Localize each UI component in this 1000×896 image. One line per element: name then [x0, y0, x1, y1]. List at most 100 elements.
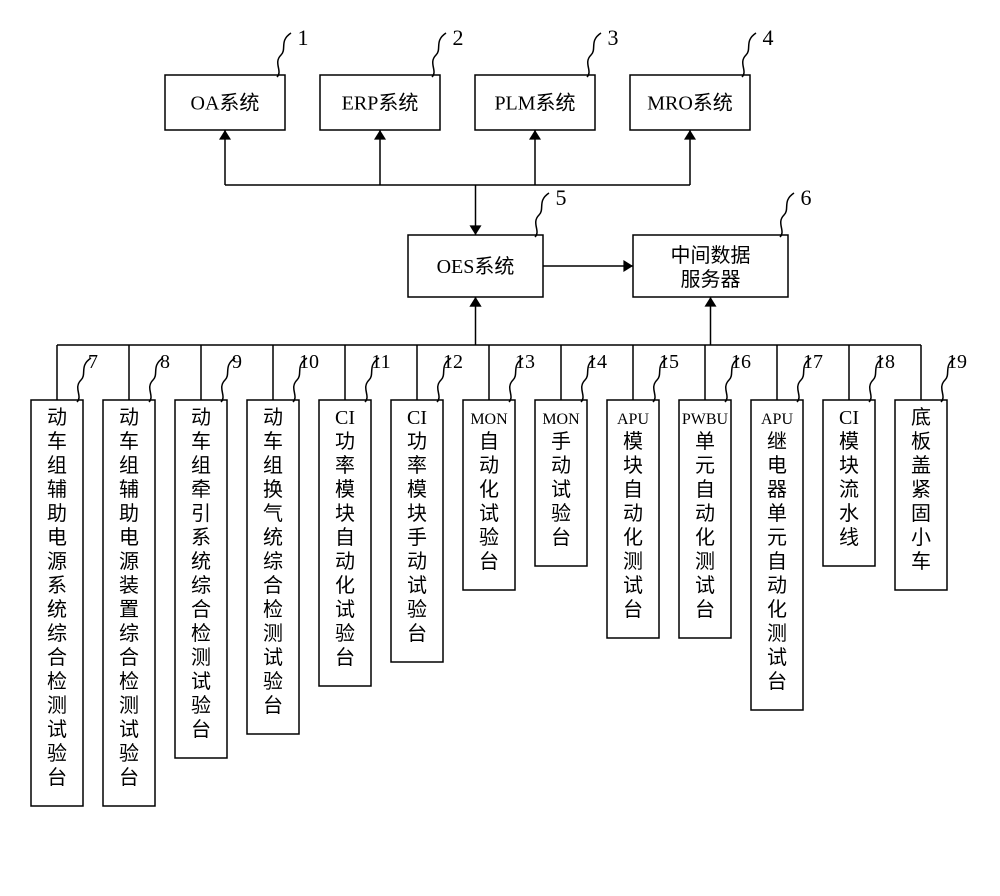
callout-4: [742, 33, 756, 77]
bottom-box-16-char-5: 化: [695, 526, 715, 549]
callout-num-9: 9: [232, 351, 242, 373]
bottom-box-8-char-2: 组: [119, 454, 139, 477]
mid-box-label-6-l2: 服务器: [681, 268, 741, 291]
bottom-box-9-char-0: 动: [191, 406, 211, 429]
bottom-box-8-char-12: 测: [119, 694, 139, 717]
bottom-box-7-char-14: 验: [47, 742, 67, 765]
bottom-box-19-char-2: 盖: [911, 454, 931, 477]
bottom-box-17-char-5: 元: [767, 527, 787, 549]
bottom-box-15-char-8: 台: [623, 598, 643, 621]
bottom-box-11-char-9: 验: [335, 622, 355, 645]
bottom-box-11-char-3: 模: [335, 478, 355, 501]
bottom-box-12-char-0: CI: [407, 407, 427, 429]
bottom-box-13-char-3: 化: [479, 478, 499, 501]
bottom-box-11-char-2: 率: [335, 454, 355, 477]
callout-num-14: 14: [587, 351, 607, 373]
bottom-box-18-char-2: 块: [839, 454, 859, 477]
bottom-box-9-char-7: 综: [191, 574, 211, 597]
bottom-box-16-char-8: 台: [695, 598, 715, 621]
bottom-box-18-char-0: CI: [839, 407, 859, 429]
bottom-box-10-char-0: 动: [263, 406, 283, 429]
bottom-box-14-char-4: 验: [551, 502, 571, 525]
bottom-box-10-char-4: 气: [263, 502, 283, 525]
bottom-box-14-char-2: 动: [551, 454, 571, 477]
bottom-box-7-char-1: 车: [47, 430, 67, 453]
bottom-box-11-char-0: CI: [335, 407, 355, 429]
bottom-box-10-char-1: 车: [263, 430, 283, 453]
bottom-box-15-char-1: 模: [623, 430, 643, 453]
callout-num-3: 3: [608, 25, 619, 50]
bottom-box-8-char-8: 置: [119, 599, 139, 621]
bottom-box-10-char-7: 合: [263, 574, 283, 597]
callout-num-1: 1: [298, 25, 309, 50]
bottom-box-7-char-8: 统: [47, 598, 67, 621]
bottom-box-15-char-0: APU: [617, 411, 649, 428]
bottom-box-11-char-6: 动: [335, 550, 355, 573]
bottom-box-8-char-10: 合: [119, 646, 139, 669]
bottom-box-12-char-4: 块: [407, 502, 427, 525]
bottom-box-16-char-0: PWBU: [682, 411, 729, 428]
callout-num-17: 17: [803, 351, 823, 373]
bottom-box-9-char-13: 台: [191, 718, 211, 741]
bottom-box-7-char-2: 组: [47, 454, 67, 477]
bottom-box-8-char-15: 台: [119, 766, 139, 789]
bottom-box-8-char-14: 验: [119, 742, 139, 765]
bottom-box-17-char-7: 动: [767, 574, 787, 597]
bottom-box-17-char-2: 电: [767, 454, 787, 477]
bottom-box-10-char-2: 组: [263, 454, 283, 477]
bottom-box-12-char-9: 台: [407, 622, 427, 645]
bottom-box-9-char-12: 验: [191, 694, 211, 717]
bottom-box-12-char-5: 手: [407, 526, 427, 549]
bottom-box-13-char-2: 动: [479, 454, 499, 477]
bottom-box-9-char-1: 车: [191, 430, 211, 453]
bottom-box-17-char-10: 试: [767, 646, 787, 669]
bottom-box-7-char-15: 台: [47, 766, 67, 789]
bottom-box-11-char-8: 试: [335, 598, 355, 621]
callout-1: [277, 33, 291, 77]
bottom-box-12-char-6: 动: [407, 550, 427, 573]
top-box-label-2: ERP系统: [342, 92, 419, 115]
bottom-box-18-char-3: 流: [839, 478, 859, 501]
mid-box-label-5: OES系统: [437, 255, 515, 278]
bottom-box-15-char-7: 试: [623, 574, 643, 597]
bottom-box-17-char-3: 器: [767, 479, 787, 501]
bottom-box-17-char-4: 单: [767, 502, 787, 525]
top-box-label-4: MRO系统: [647, 92, 733, 115]
bottom-box-8-char-4: 助: [119, 502, 139, 525]
bottom-box-7-char-3: 辅: [47, 478, 67, 501]
callout-num-5: 5: [556, 185, 567, 210]
bottom-box-10-char-9: 测: [263, 622, 283, 645]
top-box-label-3: PLM系统: [494, 92, 575, 115]
bottom-box-9-char-9: 检: [191, 622, 211, 645]
bottom-box-12-char-3: 模: [407, 478, 427, 501]
bottom-box-8-char-9: 综: [119, 622, 139, 645]
bottom-box-8-char-3: 辅: [119, 478, 139, 501]
bottom-box-10-char-6: 综: [263, 550, 283, 573]
bottom-box-11-char-4: 块: [335, 502, 355, 525]
bottom-box-11-char-7: 化: [335, 574, 355, 597]
callout-num-6: 6: [801, 185, 812, 210]
bottom-box-18-char-4: 水: [839, 502, 859, 525]
bottom-box-14-char-3: 试: [551, 478, 571, 501]
bottom-box-19-char-6: 车: [911, 550, 931, 573]
callout-num-10: 10: [299, 351, 319, 373]
bottom-box-15-char-4: 动: [623, 502, 643, 525]
bottom-box-7-char-0: 动: [47, 406, 67, 429]
bottom-box-9-char-5: 系: [191, 526, 211, 549]
bottom-box-16-char-2: 元: [695, 455, 715, 477]
callout-num-8: 8: [160, 351, 170, 373]
bottom-box-10-char-12: 台: [263, 694, 283, 717]
bottom-box-14-char-0: MON: [542, 411, 580, 428]
bottom-box-7-char-13: 试: [47, 718, 67, 741]
bottom-box-19-char-3: 紧: [911, 478, 931, 501]
bottom-box-16-char-6: 测: [695, 550, 715, 573]
callout-2: [432, 33, 446, 77]
bottom-box-8-char-1: 车: [119, 430, 139, 453]
bottom-box-15-char-2: 块: [623, 454, 643, 477]
callout-3: [587, 33, 601, 77]
bottom-box-8-char-0: 动: [119, 406, 139, 429]
bottom-box-19-char-0: 底: [911, 406, 931, 429]
bottom-box-8-char-6: 源: [119, 550, 139, 573]
callout-num-12: 12: [443, 351, 463, 373]
bottom-box-8-char-13: 试: [119, 718, 139, 741]
